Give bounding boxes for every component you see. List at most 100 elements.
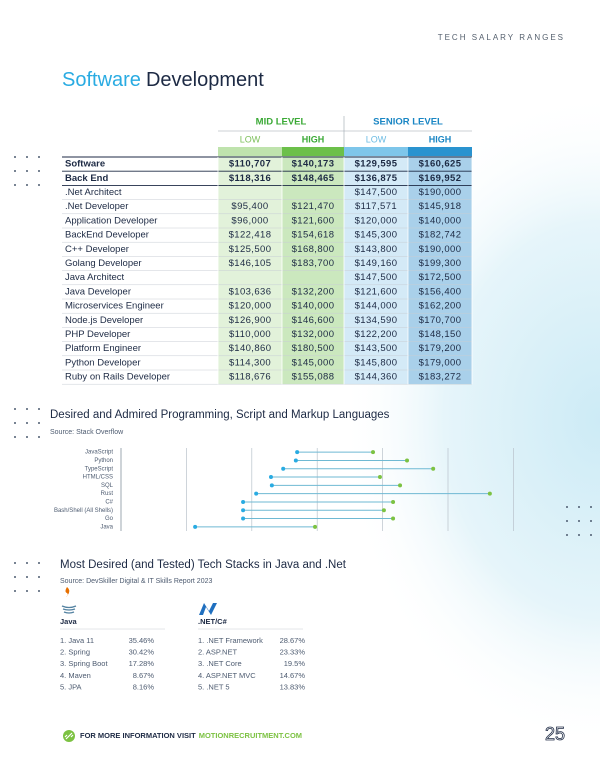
stack-item: 1. .NET Framework bbox=[198, 636, 263, 645]
dumbbell-dot bbox=[268, 475, 273, 480]
stack-item: 4. Maven bbox=[60, 671, 91, 680]
role-name: Microservices Engineer bbox=[65, 301, 164, 312]
salary-value: $149,160 bbox=[355, 258, 398, 269]
stack-item: 2. ASP.NET bbox=[198, 648, 237, 657]
role-name: Platform Engineer bbox=[65, 343, 141, 354]
salary-value: $168,800 bbox=[292, 244, 335, 255]
column-header-strip bbox=[344, 147, 408, 156]
dumbbell-dot bbox=[281, 466, 286, 471]
stacks-title: Most Desired (and Tested) Tech Stacks in… bbox=[60, 559, 347, 571]
salary-value: $121,600 bbox=[292, 215, 335, 226]
group-header: SENIOR LEVEL bbox=[373, 117, 443, 128]
salary-value: $179,200 bbox=[419, 343, 462, 354]
salary-value: $118,316 bbox=[229, 173, 271, 184]
salary-value: $143,800 bbox=[355, 244, 398, 255]
salary-value: $125,500 bbox=[229, 244, 272, 255]
salary-value: $148,465 bbox=[292, 173, 335, 184]
java-icon bbox=[61, 587, 77, 614]
dumbbell-dot bbox=[254, 491, 259, 496]
dumbbell-dot bbox=[371, 450, 376, 455]
title-highlight: Software bbox=[62, 69, 141, 91]
salary-value: $199,300 bbox=[419, 258, 462, 269]
stack-share: 8.67% bbox=[133, 671, 155, 680]
salary-value: $122,418 bbox=[229, 230, 272, 241]
y-tick-label: TypeScript bbox=[85, 466, 114, 472]
salary-value: $140,000 bbox=[292, 301, 335, 312]
salary-value: $140,860 bbox=[229, 343, 272, 354]
chart-title: Desired and Admired Programming, Script … bbox=[50, 409, 390, 421]
stack-item: 3. Spring Boot bbox=[60, 659, 108, 668]
dumbbell-dot bbox=[313, 524, 318, 529]
column-background bbox=[408, 147, 472, 385]
role-name: Python Developer bbox=[65, 357, 141, 368]
dumbbell-dot bbox=[487, 491, 492, 496]
salary-value: $144,000 bbox=[355, 301, 398, 312]
stack-share: 19.5% bbox=[284, 659, 306, 668]
footer-link[interactable]: MOTIONRECRUITMENT.COM bbox=[199, 731, 302, 740]
y-tick-label: Java bbox=[100, 524, 113, 530]
stack-share: 14.67% bbox=[280, 671, 306, 680]
stack-share: 30.42% bbox=[129, 648, 155, 657]
salary-value: $136,875 bbox=[355, 173, 398, 184]
dumbbell-dot bbox=[381, 508, 386, 513]
salary-value: $145,000 bbox=[292, 357, 335, 368]
salary-value: $170,700 bbox=[419, 315, 462, 326]
column-header: HIGH bbox=[429, 134, 452, 144]
salary-value: $126,900 bbox=[229, 315, 272, 326]
column-header-strip bbox=[218, 147, 282, 156]
y-tick-label: Python bbox=[94, 458, 113, 464]
salary-value: $179,000 bbox=[419, 357, 462, 368]
group-header: MID LEVEL bbox=[256, 117, 307, 128]
chart-subtitle: Source: Stack Overflow bbox=[50, 429, 124, 436]
salary-value: $143,500 bbox=[355, 343, 398, 354]
role-name: BackEnd Developer bbox=[65, 230, 149, 241]
y-tick-label: HTML/CSS bbox=[83, 475, 113, 481]
stack-name: Java bbox=[60, 617, 78, 626]
y-tick-label: JavaScript bbox=[85, 450, 113, 456]
role-name: .Net Developer bbox=[65, 201, 128, 212]
dumbbell-dot bbox=[405, 458, 410, 463]
salary-value: $183,272 bbox=[419, 372, 462, 383]
dumbbell-dot bbox=[398, 483, 403, 488]
column-header: LOW bbox=[366, 134, 387, 144]
column-header-strip bbox=[282, 147, 344, 156]
salary-value: $121,470 bbox=[292, 201, 335, 212]
salary-value: $140,000 bbox=[419, 215, 462, 226]
column-background bbox=[218, 147, 282, 385]
salary-value: $156,400 bbox=[419, 286, 462, 297]
salary-value: $147,500 bbox=[355, 272, 398, 283]
title-main: Development bbox=[146, 69, 264, 91]
dumbbell-dot bbox=[391, 499, 396, 504]
salary-value: $160,625 bbox=[419, 159, 462, 170]
salary-value: $129,595 bbox=[355, 159, 398, 170]
dumbbell-dot bbox=[377, 475, 382, 480]
dumbbell-dot bbox=[241, 499, 246, 504]
salary-value: $148,150 bbox=[419, 329, 462, 340]
role-name: Software bbox=[65, 159, 105, 170]
stack-share: 13.83% bbox=[280, 682, 306, 691]
stack-name: .NET/C# bbox=[198, 617, 228, 626]
column-header-strip bbox=[408, 147, 472, 156]
salary-value: $182,742 bbox=[419, 230, 462, 241]
decor-dots bbox=[6, 404, 40, 446]
dumbbell-dot bbox=[193, 524, 198, 529]
dumbbell-dot bbox=[269, 483, 274, 488]
role-name: Application Developer bbox=[65, 215, 157, 226]
role-name: .Net Architect bbox=[65, 187, 122, 198]
salary-value: $162,200 bbox=[419, 301, 462, 312]
role-name: Back End bbox=[65, 173, 108, 184]
salary-value: $95,400 bbox=[231, 201, 268, 212]
column-background bbox=[344, 147, 408, 385]
salary-value: $190,000 bbox=[419, 244, 462, 255]
salary-value: $114,300 bbox=[229, 357, 271, 368]
stack-share: 8.16% bbox=[133, 682, 155, 691]
role-name: Golang Developer bbox=[65, 258, 142, 269]
salary-value: $155,088 bbox=[292, 372, 335, 383]
salary-value: $190,000 bbox=[419, 187, 462, 198]
footer-label: FOR MORE INFORMATION VISIT bbox=[80, 731, 196, 740]
dumbbell-dot bbox=[241, 516, 246, 521]
role-name: Java Architect bbox=[65, 272, 124, 283]
salary-value: $144,360 bbox=[355, 372, 398, 383]
